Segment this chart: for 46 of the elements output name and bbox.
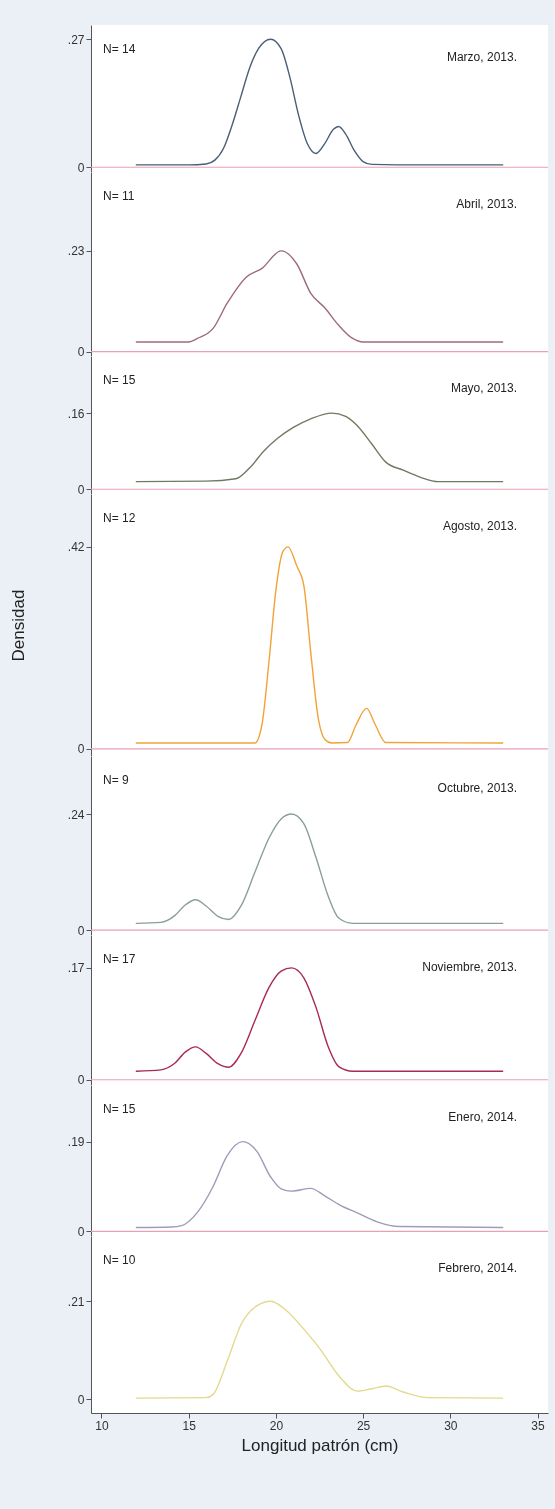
annotation: Febrero, 2014.	[438, 1261, 517, 1275]
y-tick-label: 0	[77, 1224, 85, 1239]
y-tick-label: .23	[67, 244, 85, 259]
line-series	[135, 1140, 504, 1229]
annotation: Abril, 2013.	[456, 197, 517, 211]
annotation: N= 17	[103, 952, 136, 966]
y-tick-label: .19	[67, 1135, 85, 1150]
y-tick-label: .42	[67, 540, 85, 555]
x-tick-label: 25	[356, 1418, 371, 1433]
y-tick-label: .27	[67, 32, 85, 47]
annotation: Octubre, 2013.	[437, 781, 517, 795]
line-series	[135, 813, 504, 925]
y-tick-label: 0	[77, 1392, 85, 1407]
y-tick-label: 0	[77, 160, 85, 175]
x-tick-label: 35	[531, 1418, 546, 1433]
line-series	[135, 412, 504, 483]
annotation: N= 15	[103, 1102, 136, 1116]
annotation: N= 10	[103, 1253, 136, 1267]
y-tick-label: .24	[67, 807, 85, 822]
annotation: Marzo, 2013.	[446, 50, 517, 64]
annotation: Agosto, 2013.	[442, 519, 517, 533]
annotation: N= 12	[103, 511, 136, 525]
annotation: N= 14	[103, 42, 136, 56]
y-tick-label: 0	[77, 345, 85, 360]
y-axis-title: Densidad	[8, 589, 28, 662]
annotation: N= 15	[103, 373, 136, 387]
y-tick-label: 0	[77, 482, 85, 497]
line-series	[135, 1300, 504, 1399]
line-series	[135, 546, 504, 744]
x-tick-label: 30	[444, 1418, 458, 1433]
annotation: N= 9	[103, 773, 130, 787]
x-tick-label: 15	[182, 1418, 197, 1433]
y-tick-label: .21	[67, 1294, 85, 1309]
x-axis-title: Longitud patrón (cm)	[241, 1435, 399, 1455]
line-series	[135, 250, 504, 343]
annotation: Enero, 2014.	[448, 1110, 517, 1124]
y-tick-label: .17	[67, 961, 85, 976]
x-tick-label: 20	[269, 1418, 284, 1433]
annotation: Mayo, 2013.	[450, 381, 517, 395]
x-tick-label: 10	[95, 1418, 109, 1433]
y-tick-label: 0	[77, 923, 85, 938]
annotation: Noviembre, 2013.	[422, 960, 517, 974]
y-tick-label: 0	[77, 742, 85, 757]
y-tick-label: .16	[67, 406, 85, 421]
y-tick-label: 0	[77, 1073, 85, 1088]
annotation: N= 11	[103, 189, 135, 203]
